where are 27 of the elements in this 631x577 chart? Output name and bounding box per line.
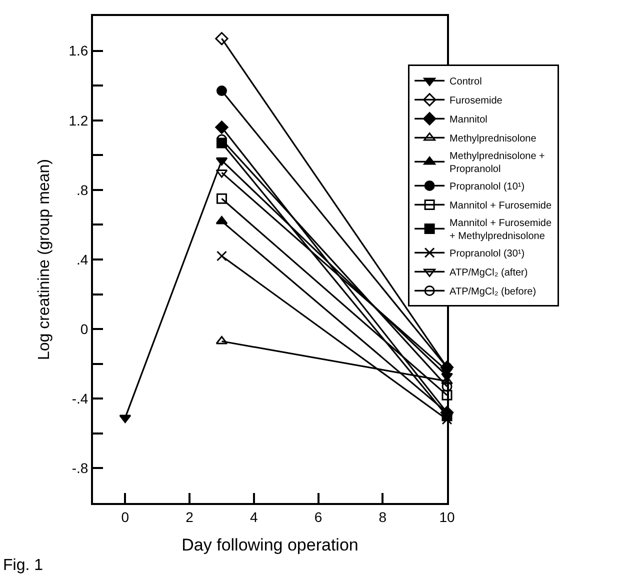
y-tick-label: 1.2 bbox=[68, 112, 88, 128]
y-tick-label: .4 bbox=[76, 251, 88, 268]
legend-label: Mannitol + Furosemide + Methylprednisolone bbox=[450, 218, 552, 242]
x-tick-label: 6 bbox=[314, 508, 322, 525]
legend-label: Furosemide bbox=[450, 96, 503, 107]
x-axis-title: Day following operation bbox=[182, 536, 358, 555]
x-tick-label: 4 bbox=[250, 508, 258, 525]
legend-label: ATP/MgCl₂ (before) bbox=[450, 286, 536, 298]
legend-label: ATP/MgCl₂ (after) bbox=[450, 268, 528, 279]
legend-label: Methylprednisolone bbox=[450, 134, 537, 145]
legend-label: Control bbox=[450, 76, 482, 88]
legend-label: Methylprednisolone + Propranolol bbox=[450, 151, 546, 176]
y-tick-label: .8 bbox=[76, 182, 88, 198]
legend-label: Propranolol (10¹) bbox=[450, 182, 525, 193]
x-tick-label: 8 bbox=[378, 508, 387, 525]
x-tick-label: 10 bbox=[439, 508, 455, 525]
x-tick-label: 0 bbox=[121, 508, 130, 525]
legend-label: Mannitol bbox=[450, 114, 488, 126]
y-tick-label: 1.6 bbox=[68, 42, 88, 59]
legend-label: Propranolol (30¹) bbox=[450, 248, 525, 260]
y-tick-label: 0 bbox=[80, 320, 88, 337]
y-tick-label: -.4 bbox=[72, 390, 88, 407]
legend-label: Mannitol + Furosemide bbox=[450, 200, 552, 212]
y-axis-title: Log creatinine (group mean) bbox=[36, 158, 54, 360]
x-tick-label: 2 bbox=[186, 508, 194, 525]
caption: Fig. 1 bbox=[3, 557, 44, 574]
y-tick-label: -.8 bbox=[72, 460, 88, 476]
